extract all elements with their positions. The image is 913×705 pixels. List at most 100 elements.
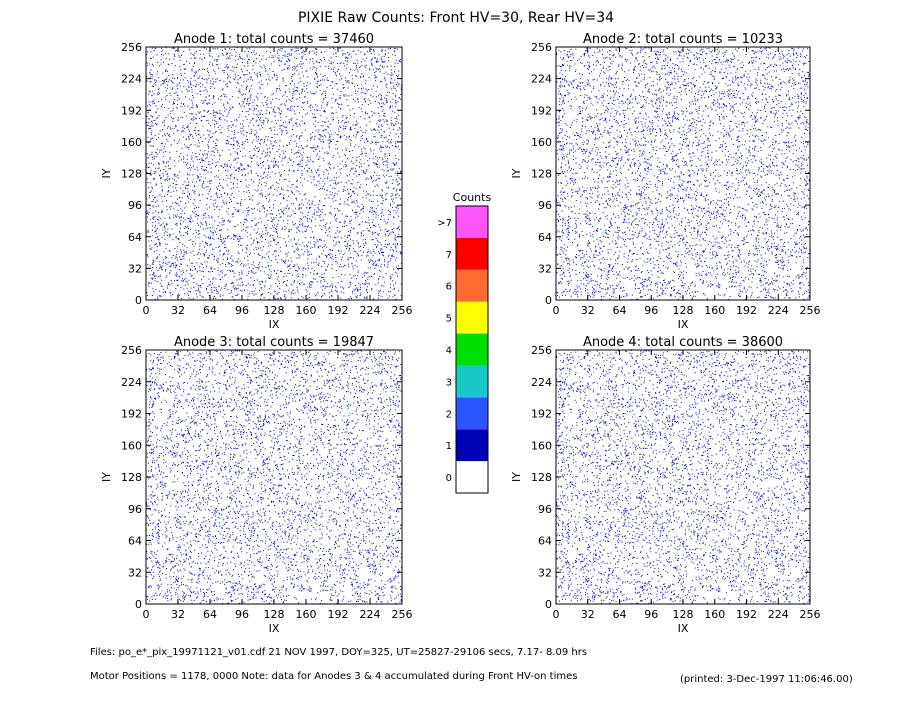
- y-tick-label: 64: [128, 231, 142, 244]
- colorbar-cell: [456, 429, 488, 462]
- y-tick-label: 160: [531, 439, 552, 452]
- y-tick-label: 160: [531, 136, 552, 149]
- y-tick-label: 32: [128, 262, 142, 275]
- figure-title: PIXIE Raw Counts: Front HV=30, Rear HV=3…: [298, 10, 614, 26]
- x-axis-label: IX: [269, 622, 280, 635]
- colorbar-label: 0: [446, 473, 452, 484]
- x-tick-label: 160: [296, 608, 317, 621]
- colorbar-title: Counts: [453, 191, 492, 204]
- y-tick-label: 64: [538, 535, 552, 548]
- footer-printed: (printed: 3-Dec-1997 11:06:46.00): [680, 674, 853, 685]
- y-tick-label: 192: [121, 408, 142, 421]
- y-tick-label: 0: [545, 598, 552, 611]
- y-tick-label: 0: [545, 294, 552, 307]
- colorbar-cell: [456, 206, 488, 238]
- x-axis-label: IX: [678, 318, 689, 331]
- y-tick-label: 64: [128, 535, 142, 548]
- colorbar-label: 6: [446, 282, 452, 293]
- count-texture: [146, 350, 402, 604]
- x-tick-label: 64: [203, 304, 217, 317]
- y-tick-label: 96: [128, 199, 142, 212]
- y-tick-label: 96: [128, 503, 142, 516]
- y-tick-label: 128: [121, 471, 142, 484]
- y-tick-label: 160: [121, 439, 142, 452]
- colorbar-cell: [456, 365, 488, 398]
- colorbar-cell: [456, 269, 488, 302]
- count-texture: [556, 350, 810, 604]
- y-tick-label: 224: [121, 73, 142, 86]
- panel-title: Anode 4: total counts = 38600: [583, 335, 783, 350]
- x-tick-label: 0: [553, 608, 560, 621]
- y-tick-label: 32: [128, 566, 142, 579]
- x-tick-label: 64: [203, 608, 217, 621]
- x-axis-label: IX: [678, 622, 689, 635]
- y-tick-label: 96: [538, 199, 552, 212]
- colorbar-label: 4: [446, 346, 452, 357]
- y-tick-label: 256: [531, 41, 552, 54]
- y-tick-label: 256: [121, 344, 142, 357]
- colorbar-label: >7: [437, 218, 452, 229]
- x-axis-label: IX: [269, 318, 280, 331]
- x-tick-label: 96: [235, 608, 249, 621]
- y-tick-label: 224: [531, 376, 552, 389]
- panel-title: Anode 2: total counts = 10233: [583, 32, 783, 47]
- x-tick-label: 32: [171, 608, 185, 621]
- x-tick-label: 192: [328, 304, 349, 317]
- x-tick-label: 192: [328, 608, 349, 621]
- y-tick-label: 32: [538, 262, 552, 275]
- colorbar-cell: [456, 301, 488, 334]
- x-tick-label: 256: [392, 304, 413, 317]
- y-tick-label: 224: [121, 376, 142, 389]
- x-tick-label: 128: [264, 608, 285, 621]
- x-tick-label: 160: [704, 608, 725, 621]
- y-tick-label: 64: [538, 231, 552, 244]
- x-tick-label: 160: [296, 304, 317, 317]
- x-tick-label: 128: [673, 608, 694, 621]
- x-tick-label: 0: [553, 304, 560, 317]
- x-tick-label: 224: [768, 608, 789, 621]
- x-tick-label: 64: [613, 608, 627, 621]
- y-tick-label: 0: [135, 598, 142, 611]
- x-tick-label: 0: [143, 608, 150, 621]
- y-axis-label: IY: [100, 472, 113, 482]
- y-tick-label: 192: [121, 104, 142, 117]
- x-tick-label: 96: [644, 304, 658, 317]
- y-tick-label: 32: [538, 566, 552, 579]
- x-tick-label: 0: [143, 304, 150, 317]
- x-tick-label: 256: [800, 608, 821, 621]
- footer-motor: Motor Positions = 1178, 0000 Note: data …: [90, 671, 577, 682]
- x-tick-label: 96: [644, 608, 658, 621]
- y-tick-label: 160: [121, 136, 142, 149]
- x-tick-label: 128: [264, 304, 285, 317]
- y-tick-label: 224: [531, 73, 552, 86]
- y-tick-label: 128: [531, 471, 552, 484]
- x-tick-label: 32: [581, 304, 595, 317]
- colorbar-cell: [456, 333, 488, 366]
- x-tick-label: 224: [768, 304, 789, 317]
- colorbar-cell: [456, 397, 488, 430]
- x-tick-label: 192: [736, 304, 757, 317]
- x-tick-label: 224: [360, 304, 381, 317]
- colorbar-cell: [456, 237, 488, 270]
- y-tick-label: 128: [531, 168, 552, 181]
- y-axis-label: IY: [510, 472, 523, 482]
- x-tick-label: 256: [800, 304, 821, 317]
- panel-title: Anode 3: total counts = 19847: [174, 335, 374, 350]
- colorbar-label: 2: [446, 409, 452, 420]
- y-tick-label: 192: [531, 104, 552, 117]
- x-tick-label: 32: [171, 304, 185, 317]
- x-tick-label: 96: [235, 304, 249, 317]
- colorbar-cell: [456, 461, 488, 493]
- x-tick-label: 224: [360, 608, 381, 621]
- colorbar-frame: [455, 205, 489, 494]
- x-tick-label: 64: [613, 304, 627, 317]
- x-tick-label: 192: [736, 608, 757, 621]
- panel-title: Anode 1: total counts = 37460: [174, 32, 374, 47]
- x-tick-label: 256: [392, 608, 413, 621]
- count-texture: [556, 47, 810, 300]
- colorbar-label: 7: [446, 250, 452, 261]
- colorbar-label: 3: [446, 377, 452, 388]
- footer-files: Files: po_e*_pix_19971121_v01.cdf 21 NOV…: [90, 647, 587, 658]
- y-tick-label: 96: [538, 503, 552, 516]
